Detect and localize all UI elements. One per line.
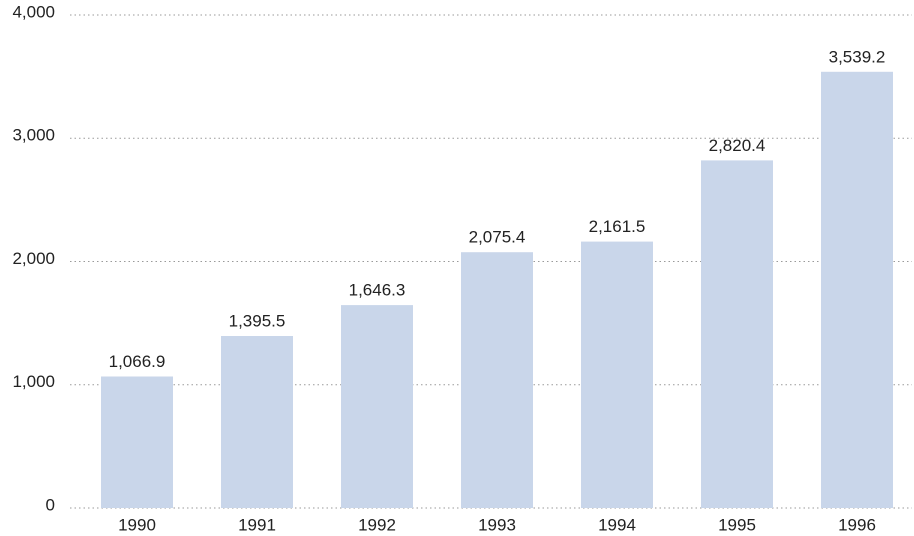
y-tick-label: 3,000 — [12, 126, 55, 145]
bar — [701, 160, 773, 509]
x-tick-label: 1996 — [838, 515, 876, 534]
value-label: 2,075.4 — [469, 228, 526, 247]
value-label: 1,395.5 — [229, 311, 286, 330]
value-label: 3,539.2 — [829, 47, 886, 66]
x-tick-label: 1994 — [598, 515, 636, 534]
x-tick-label: 1995 — [718, 515, 756, 534]
bar — [581, 241, 653, 508]
y-tick-label: 0 — [46, 495, 55, 514]
bar — [101, 376, 173, 508]
value-label: 2,820.4 — [709, 136, 766, 155]
bar — [221, 336, 293, 508]
y-tick-label: 1,000 — [12, 372, 55, 391]
value-label: 2,161.5 — [589, 217, 646, 236]
x-tick-label: 1991 — [238, 515, 276, 534]
value-label: 1,066.9 — [109, 352, 166, 371]
bar — [341, 305, 413, 508]
y-tick-label: 4,000 — [12, 2, 55, 21]
x-tick-label: 1993 — [478, 515, 516, 534]
bar — [821, 71, 893, 508]
y-tick-label: 2,000 — [12, 249, 55, 268]
x-tick-label: 1992 — [358, 515, 396, 534]
x-tick-label: 1990 — [118, 515, 156, 534]
value-label: 1,646.3 — [349, 281, 406, 300]
bar — [461, 252, 533, 508]
